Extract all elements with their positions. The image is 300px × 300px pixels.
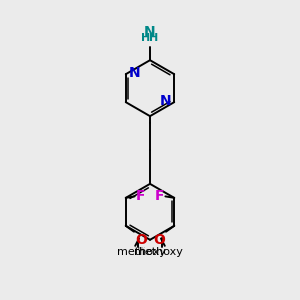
Text: methoxy_r: methoxy_r	[138, 246, 146, 248]
Text: methoxy: methoxy	[117, 247, 166, 257]
Text: N: N	[160, 94, 171, 108]
Text: F: F	[136, 189, 145, 203]
Text: H: H	[149, 32, 159, 43]
Text: F: F	[155, 189, 164, 203]
Text: methoxy: methoxy	[138, 248, 144, 249]
Text: O: O	[135, 232, 147, 247]
Text: methoxy: methoxy	[134, 247, 183, 257]
Text: H: H	[141, 32, 151, 43]
Text: N: N	[129, 66, 140, 80]
Text: O: O	[153, 232, 165, 247]
Text: N: N	[144, 25, 156, 39]
